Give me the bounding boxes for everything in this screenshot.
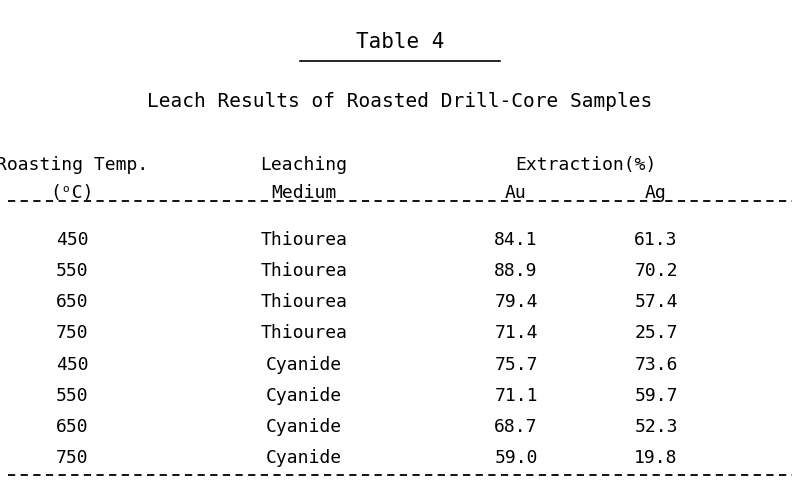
Text: Ag: Ag: [645, 184, 667, 201]
Text: Thiourea: Thiourea: [261, 293, 347, 311]
Text: 750: 750: [56, 324, 88, 342]
Text: 59.0: 59.0: [494, 449, 538, 467]
Text: Medium: Medium: [271, 184, 337, 201]
Text: 88.9: 88.9: [494, 262, 538, 280]
Text: Cyanide: Cyanide: [266, 418, 342, 436]
Text: Leaching: Leaching: [261, 156, 347, 174]
Text: 750: 750: [56, 449, 88, 467]
Text: Cyanide: Cyanide: [266, 387, 342, 405]
Text: 25.7: 25.7: [634, 324, 678, 342]
Text: Thiourea: Thiourea: [261, 324, 347, 342]
Text: 61.3: 61.3: [634, 231, 678, 248]
Text: 650: 650: [56, 418, 88, 436]
Text: Table 4: Table 4: [356, 32, 444, 52]
Text: 75.7: 75.7: [494, 356, 538, 373]
Text: 59.7: 59.7: [634, 387, 678, 405]
Text: 71.4: 71.4: [494, 324, 538, 342]
Text: 19.8: 19.8: [634, 449, 678, 467]
Text: 73.6: 73.6: [634, 356, 678, 373]
Text: Cyanide: Cyanide: [266, 356, 342, 373]
Text: 450: 450: [56, 356, 88, 373]
Text: 68.7: 68.7: [494, 418, 538, 436]
Text: Thiourea: Thiourea: [261, 231, 347, 248]
Text: Thiourea: Thiourea: [261, 262, 347, 280]
Text: (ᵒC): (ᵒC): [50, 184, 94, 201]
Text: Roasting Temp.: Roasting Temp.: [0, 156, 148, 174]
Text: 52.3: 52.3: [634, 418, 678, 436]
Text: 450: 450: [56, 231, 88, 248]
Text: Leach Results of Roasted Drill-Core Samples: Leach Results of Roasted Drill-Core Samp…: [147, 92, 653, 111]
Text: Au: Au: [505, 184, 527, 201]
Text: 550: 550: [56, 262, 88, 280]
Text: Extraction(%): Extraction(%): [515, 156, 657, 174]
Text: 650: 650: [56, 293, 88, 311]
Text: Cyanide: Cyanide: [266, 449, 342, 467]
Text: 84.1: 84.1: [494, 231, 538, 248]
Text: 70.2: 70.2: [634, 262, 678, 280]
Text: 79.4: 79.4: [494, 293, 538, 311]
Text: 57.4: 57.4: [634, 293, 678, 311]
Text: 71.1: 71.1: [494, 387, 538, 405]
Text: 550: 550: [56, 387, 88, 405]
